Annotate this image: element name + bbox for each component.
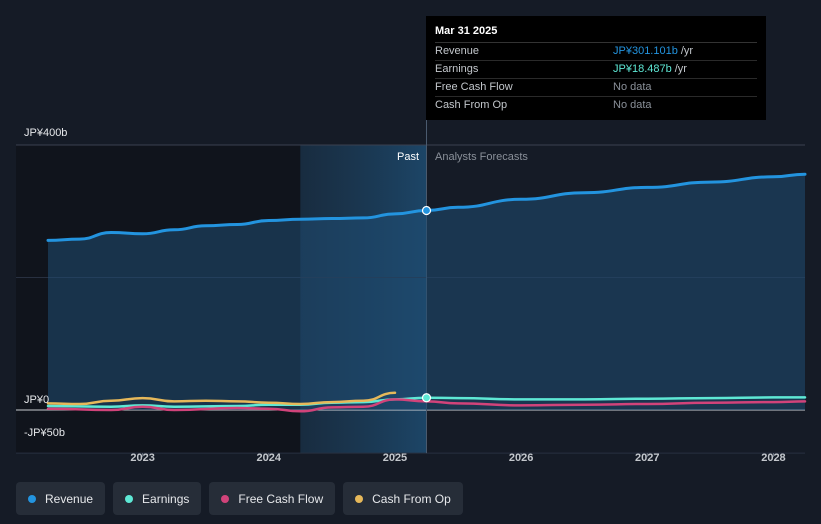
tooltip-label: Free Cash Flow — [435, 81, 513, 93]
legend-item-free-cash-flow[interactable]: Free Cash Flow — [209, 482, 336, 515]
legend-item-earnings[interactable]: Earnings — [113, 482, 202, 515]
x-tick-label: 2024 — [257, 452, 282, 464]
legend-dot-icon — [355, 494, 364, 503]
tooltip-row-free-cash-flow: Free Cash Flow No data — [435, 79, 757, 97]
tooltip-row-cash-from-op: Cash From Op No data — [435, 97, 757, 114]
legend-label: Revenue — [45, 491, 94, 506]
legend-item-revenue[interactable]: Revenue — [16, 482, 106, 515]
revenue-marker — [421, 205, 432, 216]
tooltip-label: Earnings — [435, 63, 479, 75]
x-tick-label: 2027 — [635, 452, 659, 464]
x-tick-label: 2023 — [130, 452, 154, 464]
legend-item-cash-from-op[interactable]: Cash From Op — [343, 482, 463, 515]
revenue-line — [46, 172, 807, 242]
tooltip-unit: /yr — [680, 45, 694, 57]
legend-dot-icon — [28, 494, 36, 503]
area-fills — [48, 174, 805, 410]
legend: Revenue Earnings Free Cash Flow Cash Fro… — [16, 482, 463, 515]
forecast-label: Analysts Forecasts — [435, 151, 528, 163]
tooltip-value: No data — [613, 99, 652, 111]
tooltip-date: Mar 31 2025 — [435, 24, 757, 43]
legend-dot-icon — [125, 494, 134, 503]
earnings-line — [46, 396, 807, 408]
legend-label: Free Cash Flow — [238, 491, 324, 506]
tooltip-label: Cash From Op — [435, 99, 508, 111]
legend-label: Cash From Op — [372, 491, 451, 506]
revenue-area — [48, 174, 805, 410]
tooltip-label: Revenue — [435, 45, 480, 57]
free-cash-flow-line — [46, 398, 807, 413]
axis-labels: JP¥400b JP¥0 -JP¥50b Past Analysts Forec… — [24, 127, 528, 439]
y-label-top: JP¥400b — [24, 127, 67, 139]
split-markers — [421, 205, 432, 403]
x-axis-ticks: 2023 2024 2025 2026 2027 2028 — [130, 452, 785, 464]
tooltip-row-earnings: Earnings JP¥18.487b /yr — [435, 61, 757, 79]
y-label-bottom: -JP¥50b — [24, 427, 65, 439]
y-label-zero: JP¥0 — [24, 394, 49, 406]
tooltip: Mar 31 2025 Revenue JP¥301.101b /yr Earn… — [426, 16, 766, 120]
past-label: Past — [397, 151, 419, 163]
tooltip-unit: /yr — [674, 63, 687, 75]
tooltip-value: No data — [613, 81, 652, 93]
tooltip-value: JP¥18.487b — [613, 63, 672, 75]
earnings-marker — [421, 393, 432, 403]
series-lines — [46, 172, 807, 413]
x-tick-label: 2028 — [761, 452, 785, 464]
tooltip-value: JP¥301.101b — [613, 45, 678, 57]
tooltip-row-revenue: Revenue JP¥301.101b /yr — [435, 43, 757, 61]
x-tick-label: 2025 — [383, 452, 407, 464]
cash-from-op-line — [46, 391, 397, 406]
legend-label: Earnings — [142, 491, 190, 506]
x-tick-label: 2026 — [509, 452, 533, 464]
legend-dot-icon — [221, 494, 230, 503]
